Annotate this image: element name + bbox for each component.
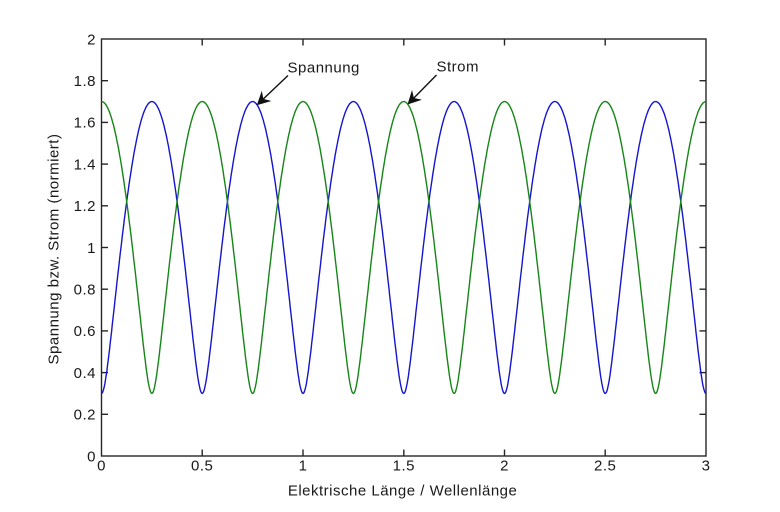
svg-text:0.8: 0.8 <box>74 282 96 299</box>
svg-text:0.6: 0.6 <box>74 323 96 340</box>
svg-text:2: 2 <box>87 31 96 48</box>
svg-text:0: 0 <box>97 458 106 475</box>
svg-text:1.6: 1.6 <box>74 115 96 132</box>
svg-text:0: 0 <box>87 448 96 465</box>
svg-text:1.2: 1.2 <box>74 198 96 215</box>
svg-text:Strom: Strom <box>437 59 480 76</box>
svg-text:Spannung: Spannung <box>288 60 360 77</box>
svg-text:2: 2 <box>500 458 509 475</box>
svg-text:1.4: 1.4 <box>74 156 96 173</box>
svg-text:1.5: 1.5 <box>393 458 415 475</box>
svg-text:1: 1 <box>87 240 96 257</box>
svg-text:Elektrische Länge / Wellenläng: Elektrische Länge / Wellenlänge <box>288 482 518 499</box>
svg-text:0.2: 0.2 <box>74 407 96 424</box>
svg-text:0.4: 0.4 <box>74 365 96 382</box>
svg-text:2.5: 2.5 <box>594 458 616 475</box>
svg-text:1: 1 <box>299 458 308 475</box>
svg-text:1.8: 1.8 <box>74 73 96 90</box>
svg-text:3: 3 <box>702 458 711 475</box>
svg-text:Spannung bzw. Strom (normiert): Spannung bzw. Strom (normiert) <box>46 134 63 365</box>
svg-text:0.5: 0.5 <box>191 458 213 475</box>
